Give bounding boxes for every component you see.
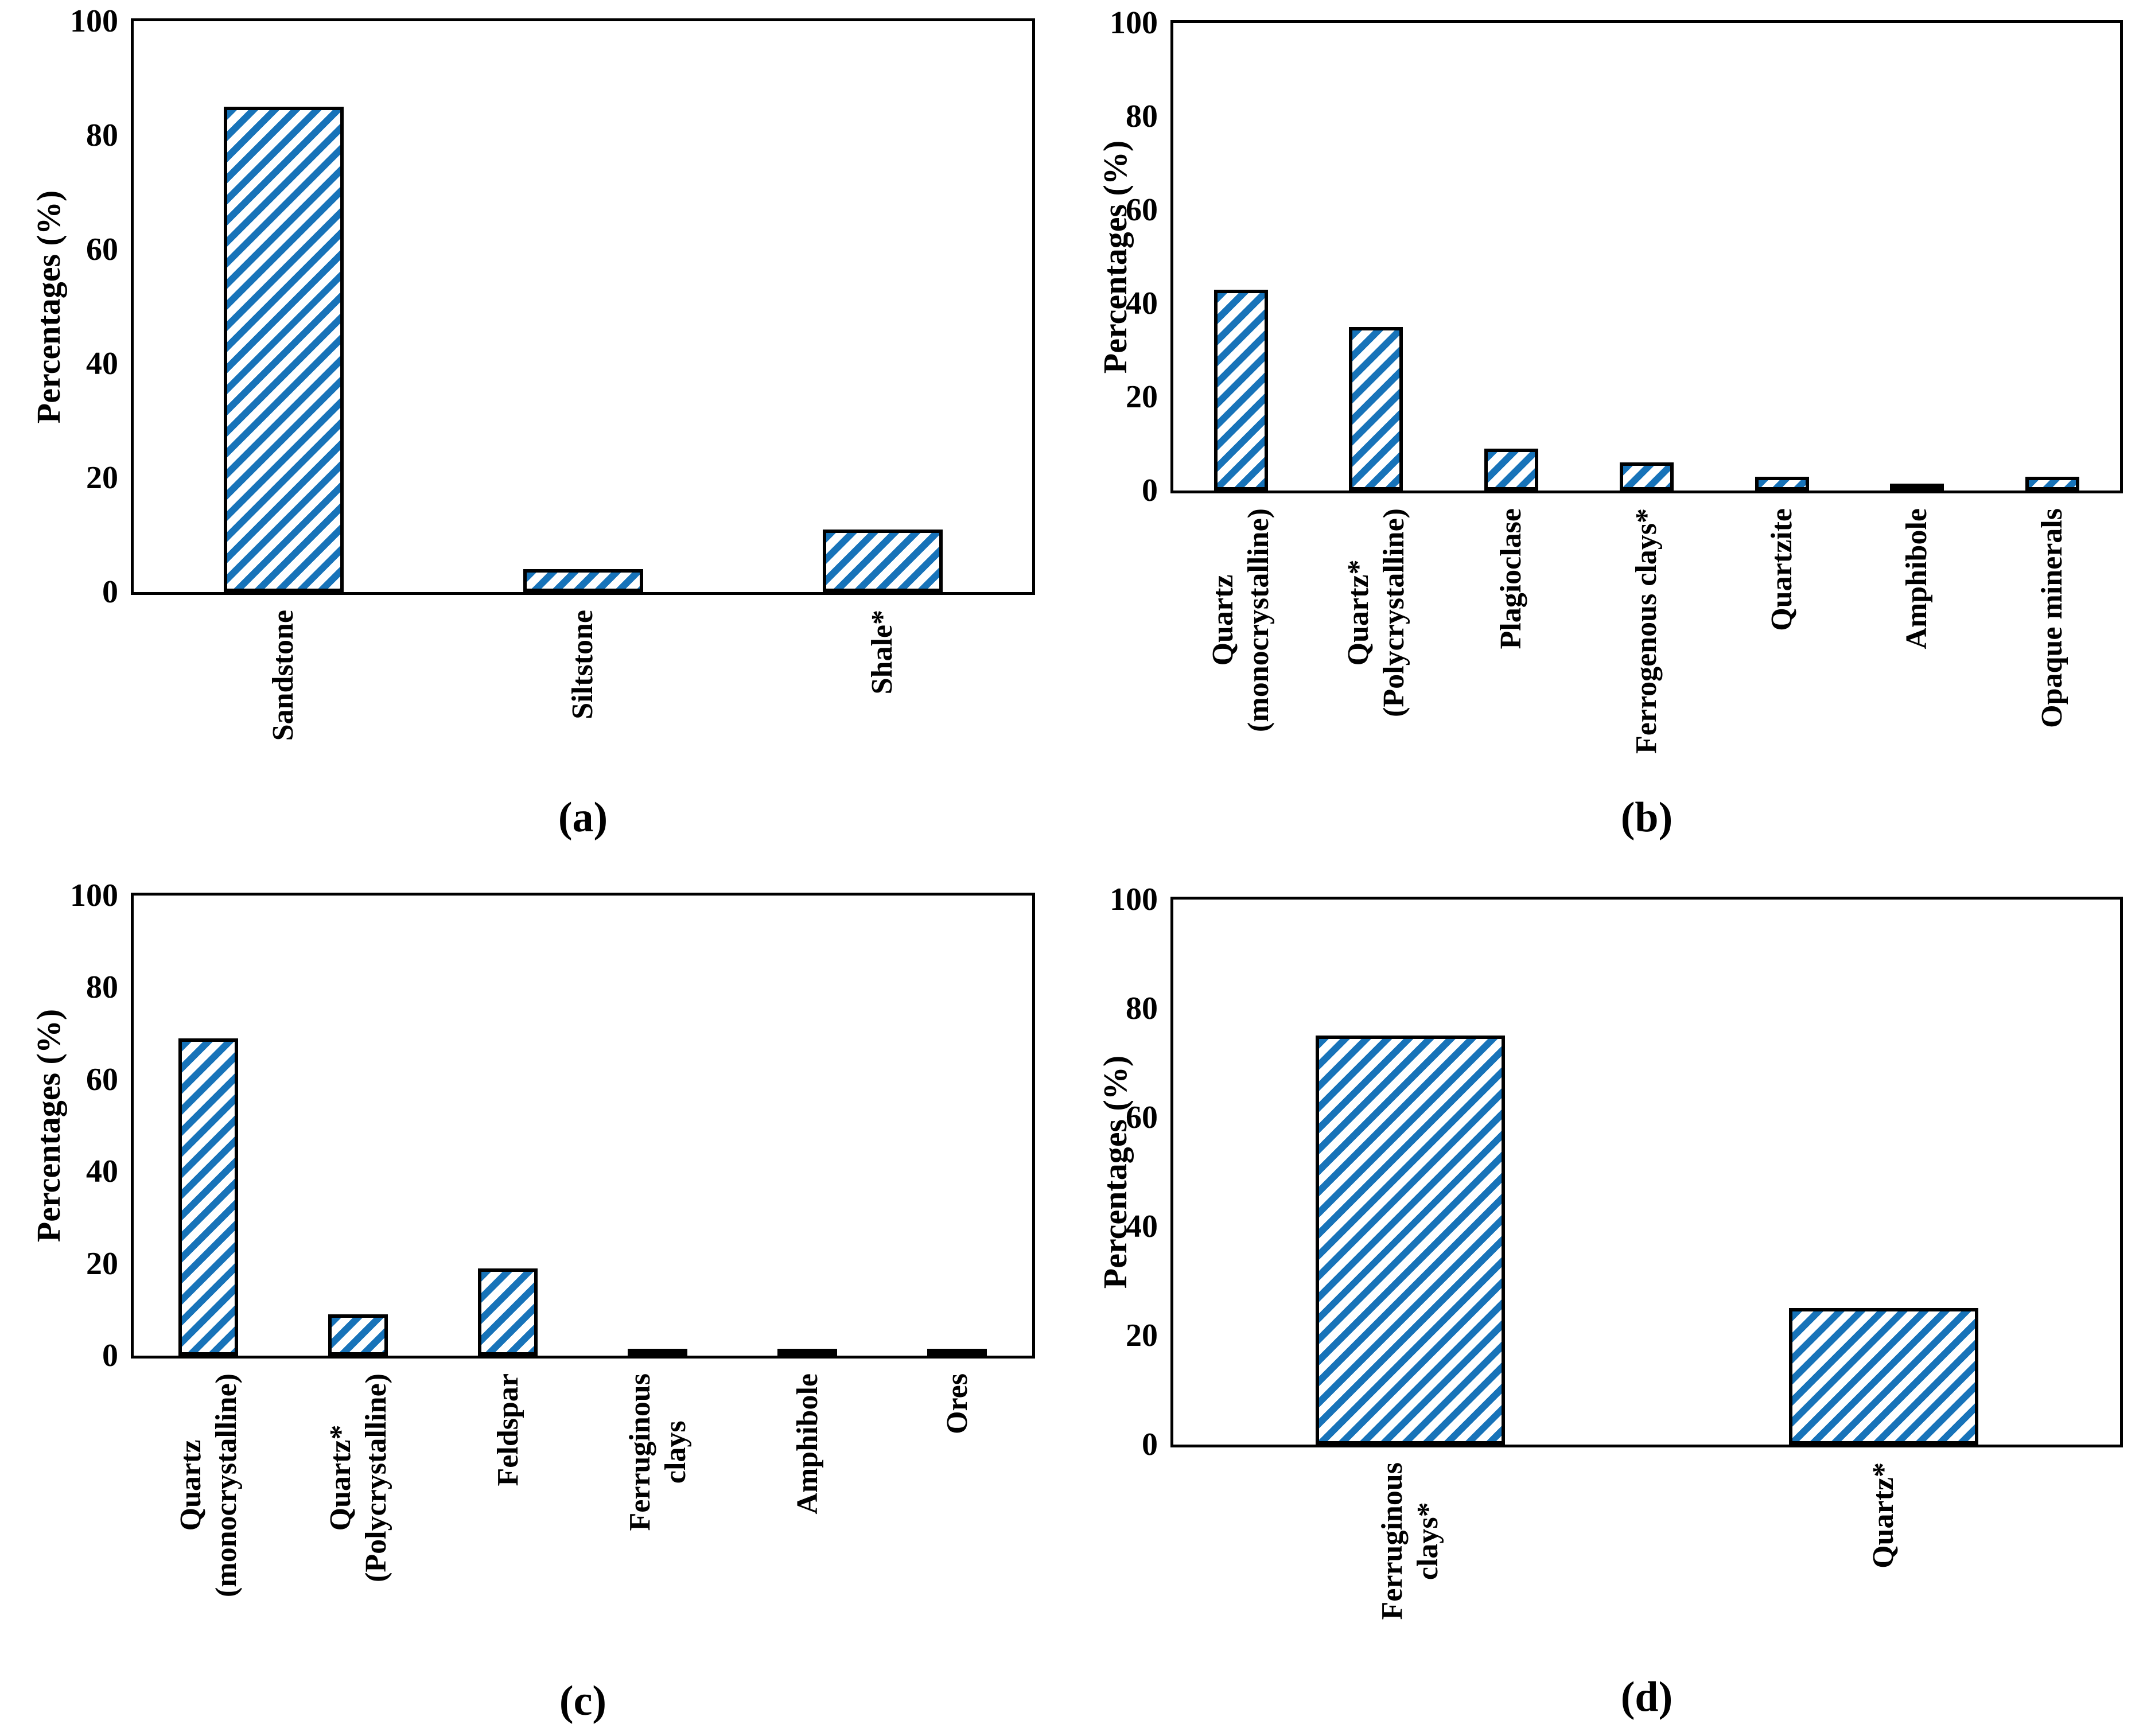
x-category-label-b-1: Quartz (monocrystalline) (1207, 508, 1275, 732)
y-axis-title-b: Percentages (%) (1096, 140, 1134, 374)
x-category-label-c-1: Quartz (monocrystalline) (174, 1373, 243, 1597)
x-category-label-b-3: Plagioclase (1495, 508, 1527, 649)
x-category-label-c-3: Feldspar (492, 1373, 524, 1486)
bar-a-3 (823, 530, 943, 592)
bar-c-1 (178, 1038, 238, 1356)
y-tick-label-c-0: 0 (102, 1338, 118, 1373)
bar-b-5 (1755, 477, 1809, 491)
y-tick-label-b-80: 80 (1126, 99, 1158, 134)
x-category-label-b-5: Quartzite (1765, 508, 1798, 631)
bar-a-2 (523, 569, 643, 592)
y-tick-label-c-20: 20 (86, 1246, 118, 1282)
x-category-label-b-7: Opaque minerals (2036, 508, 2068, 728)
panel-a: 0 20 40 60 80 100 Sandstone Siltstone Shale* Perc… (0, 0, 1074, 868)
y-tick-label-a-80: 80 (86, 118, 118, 153)
y-tick-label-b-40: 40 (1126, 286, 1158, 321)
bar-a-1 (224, 107, 344, 592)
y-tick-label-b-0: 0 (1142, 473, 1158, 508)
bar-b-4 (1620, 462, 1674, 491)
x-category-label-b-6: Amphibole (1900, 508, 1933, 649)
y-tick-label-c-100: 100 (70, 878, 118, 913)
bar-b-1 (1214, 290, 1268, 491)
x-category-label-d-1: Ferruginous clays* (1376, 1462, 1444, 1620)
y-tick-label-c-40: 40 (86, 1154, 118, 1189)
plot-area-c (131, 893, 1035, 1359)
y-tick-label-d-100: 100 (1110, 882, 1158, 917)
x-category-label-c-4: Ferruginous clays (624, 1373, 692, 1531)
y-tick-label-a-40: 40 (86, 346, 118, 382)
panel-caption-b: (b) (1620, 794, 1673, 841)
y-tick-label-b-100: 100 (1110, 5, 1158, 41)
x-category-label-c-6: Ores (941, 1373, 974, 1434)
x-category-label-d-2: Quartz* (1867, 1462, 1900, 1568)
y-tick-label-d-0: 0 (1142, 1427, 1158, 1462)
y-tick-label-d-80: 80 (1126, 991, 1158, 1026)
bar-d-2 (1789, 1308, 1978, 1445)
plot-area-b (1170, 20, 2123, 493)
bar-b-2 (1349, 327, 1403, 491)
panel-caption-a: (a) (558, 794, 608, 841)
panel-caption-d: (d) (1620, 1673, 1673, 1721)
bar-d-1 (1316, 1036, 1505, 1445)
y-tick-label-d-60: 60 (1126, 1100, 1158, 1135)
y-tick-label-b-60: 60 (1126, 192, 1158, 228)
y-axis-title-d: Percentages (%) (1096, 1055, 1134, 1289)
bar-b-3 (1484, 449, 1538, 491)
y-tick-label-a-20: 20 (86, 460, 118, 496)
x-category-label-c-5: Amphibole (791, 1373, 824, 1515)
panel-b: 0 20 40 60 80 100 Quartz (monocrystalline) Quar… (1074, 0, 2147, 868)
x-category-label-a-2: Siltstone (566, 610, 599, 719)
y-tick-label-a-0: 0 (102, 574, 118, 610)
x-category-label-c-2: Quartz* (Polycrystalline) (324, 1373, 392, 1582)
plot-area-a (131, 18, 1035, 595)
y-tick-label-b-20: 20 (1126, 379, 1158, 415)
y-tick-label-d-40: 40 (1126, 1209, 1158, 1244)
bar-b-7 (2025, 477, 2079, 491)
bar-c-6 (927, 1349, 987, 1356)
panel-c: 0 20 40 60 80 100 Quartz (monocrystalline) Quar… (0, 868, 1074, 1736)
bar-c-4 (628, 1349, 687, 1356)
bar-c-5 (777, 1349, 837, 1356)
y-tick-label-d-20: 20 (1126, 1318, 1158, 1353)
panel-caption-c: (c) (559, 1677, 607, 1725)
y-tick-label-c-60: 60 (86, 1062, 118, 1097)
y-axis-title-a: Percentages (%) (30, 190, 67, 424)
bar-c-2 (328, 1314, 388, 1356)
y-tick-label-c-80: 80 (86, 970, 118, 1005)
y-axis-title-c: Percentages (%) (30, 1009, 67, 1243)
bar-c-3 (478, 1268, 538, 1356)
x-category-label-b-2: Quartz* (Polycrystalline) (1342, 508, 1410, 717)
x-category-label-b-4: Ferrogenous clays* (1630, 508, 1663, 754)
y-tick-label-a-100: 100 (70, 3, 118, 39)
bar-b-6 (1890, 484, 1944, 491)
panel-d: 0 20 40 60 80 100 Ferruginous clays* Quartz* Per… (1074, 868, 2147, 1736)
y-tick-label-a-60: 60 (86, 232, 118, 267)
x-category-label-a-3: Shale* (866, 610, 899, 695)
plot-area-d (1170, 897, 2123, 1447)
x-category-label-a-1: Sandstone (267, 610, 300, 741)
